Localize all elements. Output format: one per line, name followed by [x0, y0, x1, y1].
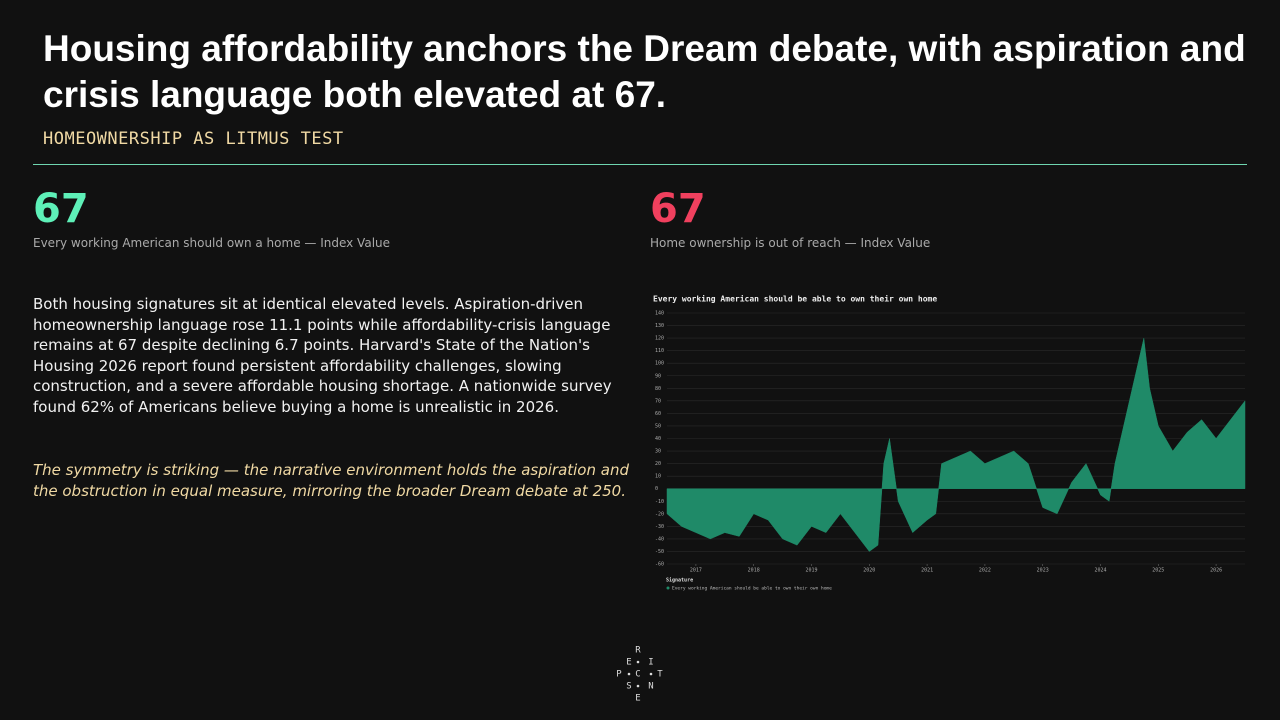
logo-letter: I	[648, 658, 653, 668]
x-tick-label: 2017	[690, 568, 702, 574]
y-tick-label: 50	[655, 423, 661, 429]
y-tick-label: 70	[655, 398, 661, 404]
chart-title: Every working American should be able to…	[653, 294, 937, 304]
y-tick-label: 130	[655, 323, 664, 329]
x-tick-label: 2018	[748, 568, 760, 574]
area	[666, 338, 1246, 552]
logo-dot	[636, 684, 640, 688]
x-tick-label: 2026	[1210, 568, 1222, 574]
y-tick-label: 140	[655, 311, 664, 317]
y-tick-label: 120	[655, 336, 664, 342]
y-tick-label: 10	[655, 474, 661, 480]
y-tick-label: 0	[655, 486, 658, 492]
metric-value: 67	[33, 186, 89, 232]
metric-value: 67	[650, 186, 706, 232]
logo-letter: S	[626, 682, 631, 692]
logo-letter: E	[635, 694, 640, 704]
logo-letter: T	[657, 670, 663, 680]
logo-dot	[636, 660, 640, 664]
x-tick-label: 2024	[1094, 568, 1106, 574]
divider	[33, 164, 1247, 165]
y-tick-label: 90	[655, 373, 661, 379]
legend-swatch	[666, 586, 670, 590]
logo-dot	[649, 672, 653, 676]
x-tick-label: 2020	[863, 568, 875, 574]
x-tick-label: 2022	[979, 568, 991, 574]
metric-label: Every working American should own a home…	[33, 236, 391, 250]
y-tick-label: -40	[655, 536, 664, 542]
y-tick-label: -60	[655, 562, 664, 568]
x-tick-label: 2023	[1037, 568, 1049, 574]
logo-letter: C	[635, 670, 640, 680]
body-text: Both housing signatures sit at identical…	[33, 295, 612, 416]
y-tick-label: 30	[655, 449, 661, 455]
logo-dot	[627, 672, 631, 676]
y-tick-label: 100	[655, 361, 664, 367]
title: Housing affordability anchors the Dream …	[43, 28, 1246, 115]
x-tick-label: 2025	[1152, 568, 1164, 574]
logo-letter: P	[616, 670, 622, 680]
y-tick-label: 20	[655, 461, 661, 467]
metric-label: Home ownership is out of reach — Index V…	[650, 236, 931, 250]
y-tick-label: 60	[655, 411, 661, 417]
legend-title: Signature	[666, 578, 693, 584]
y-tick-label: -20	[655, 511, 664, 517]
y-tick-label: -10	[655, 499, 664, 505]
y-tick-label: -50	[655, 549, 664, 555]
quote: The symmetry is striking — the narrative…	[33, 461, 629, 500]
logo-letter: E	[626, 658, 631, 668]
logo-letter: R	[635, 646, 641, 656]
x-tick-label: 2019	[805, 568, 817, 574]
subtitle: HOMEOWNERSHIP AS LITMUS TEST	[43, 129, 344, 149]
y-tick-label: 40	[655, 436, 661, 442]
y-tick-label: -30	[655, 524, 664, 530]
legend-label: Every working American should be able to…	[672, 586, 832, 592]
x-tick-label: 2021	[921, 568, 933, 574]
y-tick-label: 80	[655, 386, 661, 392]
y-tick-label: 110	[655, 348, 664, 354]
logo-letter: N	[648, 682, 653, 692]
